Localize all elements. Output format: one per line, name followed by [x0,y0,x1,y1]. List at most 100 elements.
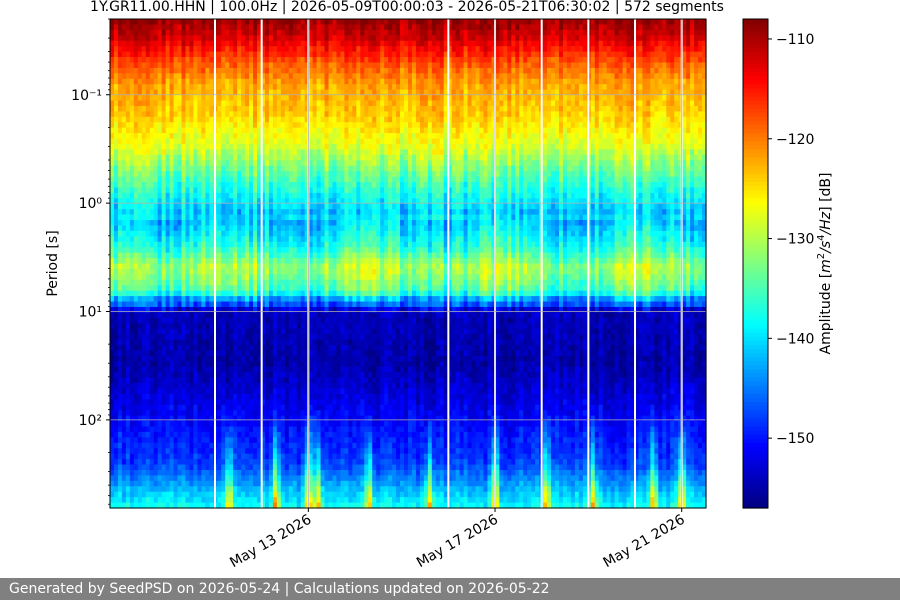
heatmap-cell [312,437,318,444]
heatmap-cell [229,133,234,140]
heatmap-cell [137,497,143,504]
heatmap-cell [308,410,314,417]
heatmap-cell [229,258,234,265]
heatmap-cell [161,399,167,406]
heatmap-cell [189,377,195,384]
heatmap-cell [233,95,238,102]
heatmap-cell [241,78,246,85]
heatmap-cell [133,247,139,254]
heatmap-cell [153,285,159,292]
heatmap-cell [169,268,175,275]
heatmap-cell [129,143,135,150]
heatmap-cell [149,334,155,341]
heatmap-cell [197,279,202,286]
heatmap-cell [149,431,155,438]
heatmap-cell [308,469,314,476]
heatmap-cell [221,366,226,373]
heatmap-cell [320,317,326,324]
heatmap-cell [177,323,183,330]
heatmap-cell [129,73,135,80]
heatmap-cell [249,296,254,303]
heatmap-cell [300,263,306,270]
heatmap-cell [288,198,294,205]
heatmap-cell [177,388,183,395]
heatmap-cell [125,247,131,254]
heatmap-cell [173,502,179,509]
heatmap-cell [237,421,242,428]
heatmap-cell [221,502,226,509]
heatmap-cell [209,442,214,449]
heatmap-cell [193,62,199,69]
heatmap-cell [137,154,143,161]
heatmap-cell [165,491,171,498]
heatmap-cell [229,339,234,346]
heatmap-cell [129,57,135,64]
heatmap-cell [137,116,143,123]
heatmap-cell [153,263,159,270]
heatmap-cell [288,40,294,47]
heatmap-cell [185,469,191,476]
heatmap-cell [233,133,238,140]
heatmap-cell [193,24,199,31]
heatmap-cell [133,95,139,102]
heatmap-cell [225,377,230,384]
heatmap-cell [320,328,326,335]
heatmap-cell [169,464,175,471]
heatmap-cell [129,51,135,58]
heatmap-cell [133,475,139,482]
heatmap-cell [193,497,199,504]
heatmap-cell [225,393,230,400]
heatmap-cell [296,198,302,205]
heatmap-cell [205,78,210,85]
heatmap-cell [304,383,310,390]
heatmap-cell [276,176,282,183]
heatmap-cell [320,393,326,400]
heatmap-cell [133,366,139,373]
heatmap-cell [257,431,262,438]
heatmap-cell [113,268,119,275]
heatmap-cell [197,263,202,270]
heatmap-cell [304,345,310,352]
heatmap-cell [268,388,274,395]
heatmap-cell [113,46,119,53]
heatmap-cell [233,73,238,80]
heatmap-cell [125,421,131,428]
heatmap-cell [328,84,334,91]
heatmap-cell [276,290,282,297]
heatmap-cell [233,497,238,504]
heatmap-cell [316,383,322,390]
heatmap-cell [304,399,310,406]
heatmap-cell [253,328,258,335]
heatmap-cell [185,122,191,129]
heatmap-cell [125,502,131,509]
heatmap-cell [296,230,302,237]
heatmap-cell [177,306,183,313]
heatmap-cell [241,491,246,498]
heatmap-cell [125,127,131,134]
heatmap-cell [145,426,151,433]
heatmap-cell [121,171,127,178]
heatmap-cell [121,143,127,150]
heatmap-cell [284,459,290,466]
heatmap-cell [217,214,222,221]
heatmap-cell [113,421,119,428]
heatmap-cell [141,78,147,85]
heatmap-cell [185,187,191,194]
heatmap-cell [110,149,115,156]
heatmap-cell [189,127,195,134]
heatmap-cell [177,116,183,123]
heatmap-cell [225,247,230,254]
heatmap-cell [221,46,226,53]
heatmap-cell [110,377,115,384]
heatmap-cell [157,133,163,140]
heatmap-cell [197,165,202,172]
heatmap-cell [205,339,210,346]
heatmap-cell [268,176,274,183]
heatmap-cell [217,160,222,167]
heatmap-cell [189,415,195,422]
heatmap-cell [189,464,195,471]
heatmap-cell [272,453,278,460]
heatmap-cell [141,306,147,313]
heatmap-cell [197,29,202,36]
heatmap-cell [217,285,222,292]
